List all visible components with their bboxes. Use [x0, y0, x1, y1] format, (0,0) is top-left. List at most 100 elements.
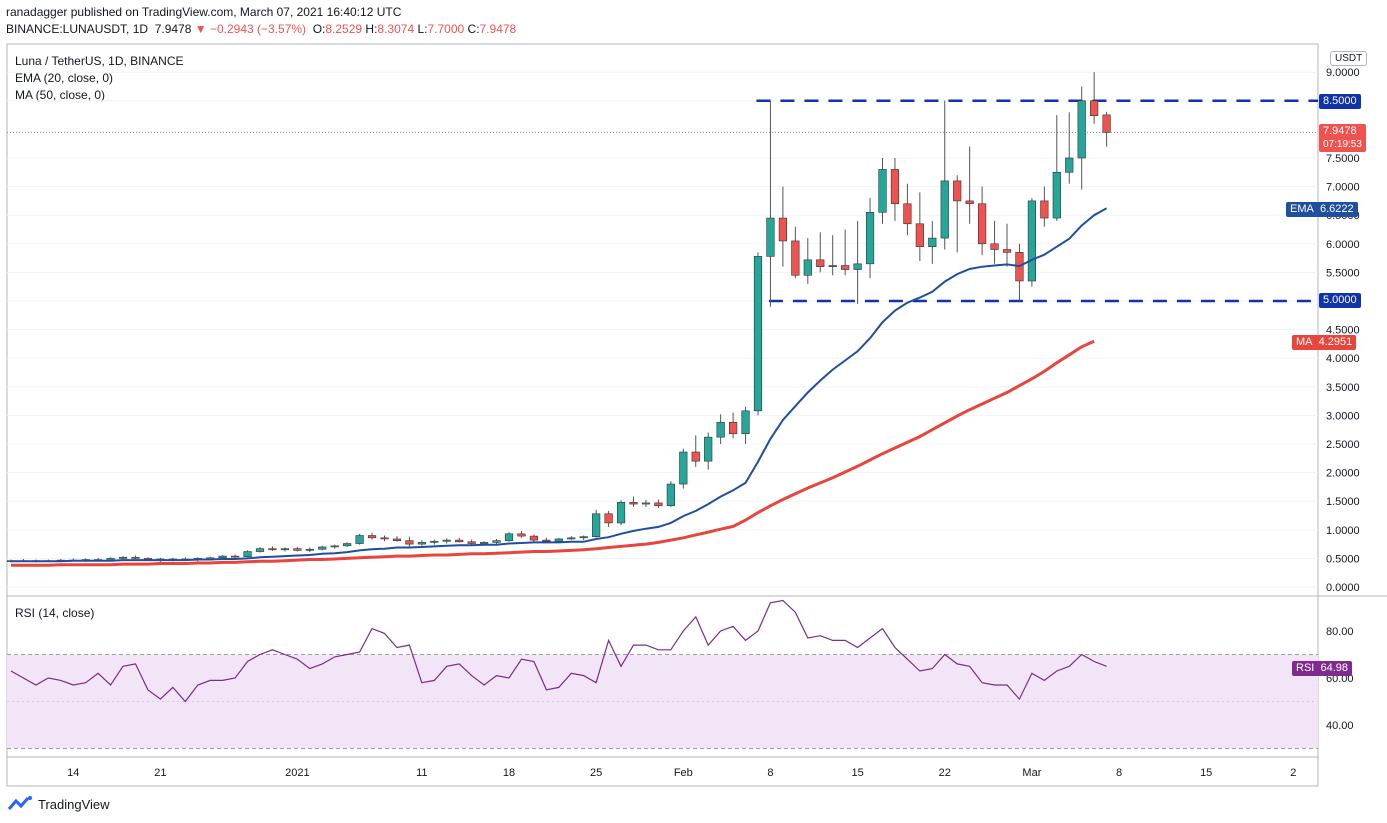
tradingview-logo[interactable]: TradingView [8, 796, 110, 812]
y-tick-label: 6.0000 [1326, 239, 1360, 251]
candle-body [778, 217, 787, 242]
rsi-tick-label: 60.00 [1326, 673, 1354, 685]
candle-body [791, 240, 800, 276]
candle-body [218, 555, 227, 559]
candle-body [1090, 100, 1099, 116]
candle-body [841, 265, 850, 270]
x-tick-label: 15 [851, 767, 863, 779]
y-tick-label: 7.5000 [1326, 153, 1360, 165]
candle-body [865, 212, 875, 265]
candle-body [417, 542, 426, 545]
candle-body [255, 548, 265, 552]
candle-body [679, 451, 688, 485]
x-tick-label: 8 [1116, 767, 1122, 779]
chart-title[interactable]: Luna / TetherUS, 1D, BINANCE [15, 54, 184, 68]
candle-body [504, 533, 514, 541]
x-tick-label: 21 [154, 767, 166, 779]
rsi-line [10, 599, 1107, 703]
y-tick-label: 3.5000 [1326, 382, 1360, 394]
ema-legend[interactable]: EMA (20, close, 0) [15, 71, 114, 85]
candle-body [616, 502, 626, 524]
candle-body [1102, 114, 1111, 133]
candle-body [1065, 157, 1074, 173]
y-tick-label: 3.0000 [1326, 410, 1360, 422]
high-value: 8.3074 [377, 22, 415, 36]
x-tick-label: Feb [674, 767, 693, 779]
candle-body [231, 555, 240, 558]
candle-body [442, 539, 451, 542]
candle-body [1052, 172, 1061, 219]
candle-body [890, 169, 900, 205]
brand-name: TradingView [38, 796, 110, 812]
rsi-tick-label: 80.00 [1326, 626, 1354, 638]
ema20-line [11, 207, 1108, 563]
last-price: 7.9478 [154, 22, 192, 36]
open-value: 8.2529 [325, 22, 363, 36]
x-tick-label: 25 [590, 767, 602, 779]
y-tick-label: 5.5000 [1326, 267, 1360, 279]
ema-badge-value: 6.6222 [1319, 203, 1354, 215]
candle-body [766, 217, 775, 257]
y-tick-label: 7.0000 [1326, 182, 1360, 194]
candle-body [293, 548, 302, 551]
y-tick-label: 0.0000 [1326, 582, 1360, 594]
change: ▼ −0.2943 (−3.57%) [194, 22, 307, 36]
candle-body [878, 169, 887, 213]
x-tick-label: 2021 [285, 767, 309, 779]
candle-body [641, 502, 651, 505]
candle-body [716, 421, 725, 438]
countdown: 07:19:53 [1323, 139, 1362, 150]
price-badge-value: 7.9478 [1323, 125, 1357, 137]
candle-body [915, 223, 924, 247]
candle-body [318, 546, 327, 550]
publish-info: ranadagger published on TradingView.com,… [6, 5, 402, 19]
candle-body [554, 538, 563, 542]
candle-body [728, 421, 738, 435]
candle-body [1040, 200, 1049, 219]
candle-body [903, 203, 912, 225]
candle-body [928, 237, 937, 247]
candle-body [380, 537, 389, 540]
ema-badge-name: EMA [1290, 203, 1314, 215]
candle-body [965, 200, 974, 205]
x-tick-label: 15 [1200, 767, 1212, 779]
candle-body [579, 536, 588, 539]
candle-body [330, 545, 339, 548]
candle-body [654, 502, 663, 507]
currency-label[interactable]: USDT [1330, 51, 1368, 66]
candle-body [455, 539, 464, 543]
candle-body [131, 556, 140, 559]
candle-body [592, 513, 601, 537]
x-tick-label: 14 [67, 767, 79, 779]
candle-body [343, 543, 352, 547]
y-tick-label: 4.5000 [1326, 325, 1360, 337]
x-tick-label: Mar [1022, 767, 1041, 779]
y-tick-label: 9.0000 [1326, 67, 1360, 79]
candle-body [280, 548, 290, 551]
rsi-badge-value: 64.98 [1320, 662, 1348, 674]
rsi-legend[interactable]: RSI (14, close) [15, 606, 95, 620]
candle-body [355, 535, 364, 544]
candle-body [666, 483, 675, 507]
candle-body [492, 540, 501, 543]
candle-body [940, 180, 949, 239]
rsi-badge-name: RSI [1296, 662, 1315, 674]
candle-body [392, 538, 402, 541]
low-value: 7.7000 [427, 22, 465, 36]
candle-body [741, 410, 750, 435]
ma-legend[interactable]: MA (50, close, 0) [15, 88, 106, 102]
y-tick-label: 1.5000 [1326, 496, 1360, 508]
candle-body [803, 259, 812, 276]
candle-body [517, 533, 526, 537]
candle-body [691, 451, 700, 462]
candle-body [816, 259, 825, 267]
tradingview-icon [8, 796, 32, 810]
candle-body [430, 540, 439, 543]
symbol: BINANCE:LUNAUSDT, 1D [6, 22, 149, 36]
y-tick-label: 4.0000 [1326, 353, 1360, 365]
candle-body [828, 265, 837, 267]
candle-body [118, 556, 128, 559]
ma-badge-value: 4.2951 [1318, 336, 1353, 348]
x-tick-label: 11 [416, 767, 427, 779]
